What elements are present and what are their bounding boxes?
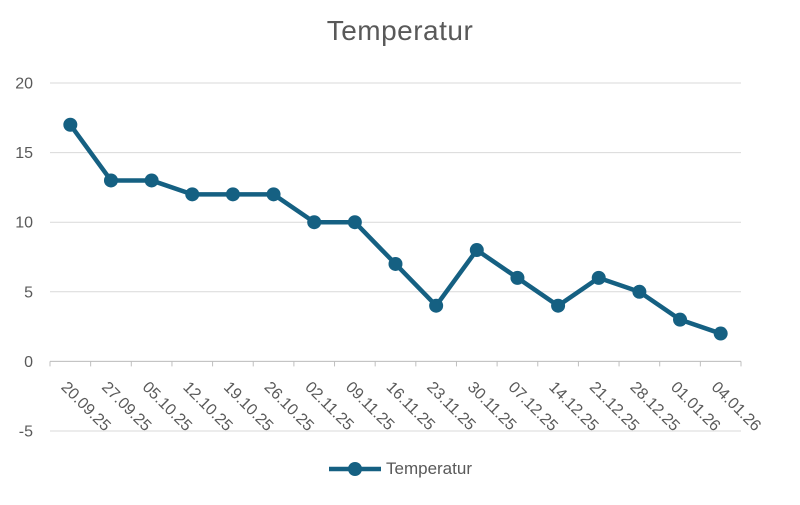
data-point-marker <box>632 284 647 299</box>
data-point-marker <box>591 270 606 285</box>
data-point-marker <box>469 243 484 258</box>
legend-label: Temperatur <box>386 459 472 478</box>
data-point-marker <box>429 298 444 313</box>
series-line <box>68 122 723 336</box>
data-point-marker <box>713 326 728 341</box>
y-axis-tick-label: 5 <box>24 284 33 301</box>
y-axis-tick-label: 15 <box>15 145 33 162</box>
data-point-marker <box>510 270 525 285</box>
legend: Temperatur <box>0 459 800 479</box>
data-point-marker <box>266 187 281 202</box>
data-point-marker <box>144 173 159 188</box>
data-point-marker <box>388 256 403 271</box>
y-axis-tick-label: -5 <box>19 424 33 441</box>
y-axis-tick-label: 20 <box>15 76 33 93</box>
data-point-marker <box>103 173 118 188</box>
data-point-marker <box>347 215 362 230</box>
data-point-marker <box>225 187 240 202</box>
legend-line-marker-icon <box>329 462 381 476</box>
chart-title: Temperatur <box>326 15 474 46</box>
legend-marker-dot <box>348 462 362 476</box>
data-point-marker <box>551 298 566 313</box>
y-axis-tick-label: 10 <box>15 215 33 232</box>
data-point-marker <box>673 312 688 327</box>
data-point-marker <box>63 117 78 132</box>
data-point-marker <box>307 215 322 230</box>
data-point-marker <box>185 187 200 202</box>
y-axis-tick-label: 0 <box>24 354 33 371</box>
